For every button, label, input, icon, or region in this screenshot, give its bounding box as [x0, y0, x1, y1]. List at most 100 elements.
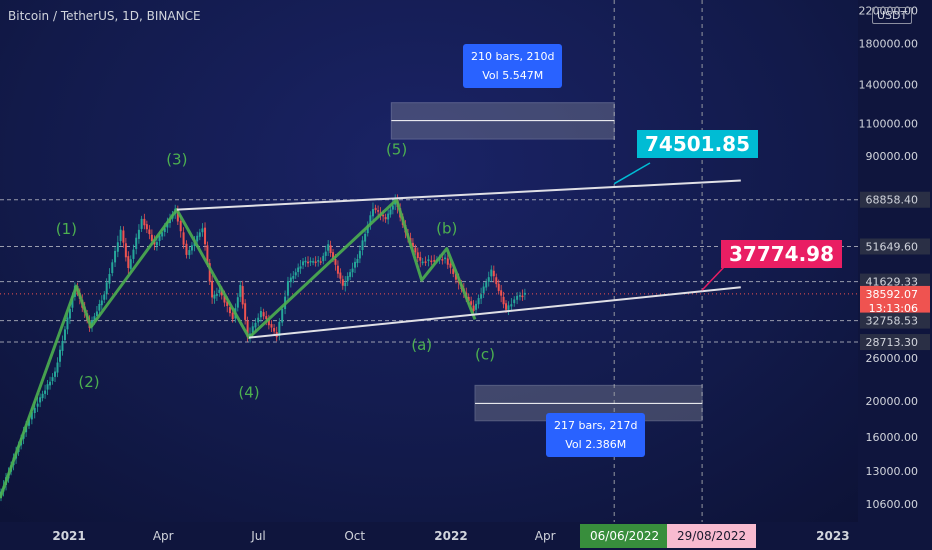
candle-body [492, 270, 495, 277]
candle-body [346, 276, 349, 282]
wave-label-2: (2) [78, 373, 99, 391]
candle-body [259, 311, 262, 318]
candle-body [254, 322, 257, 328]
candle-body [30, 412, 33, 420]
candle-body [163, 228, 166, 232]
currency-tag[interactable]: USDT [872, 7, 913, 24]
candle-body [150, 234, 153, 242]
candle-body [198, 232, 201, 237]
candle-body [329, 245, 332, 254]
candle-body [236, 297, 239, 308]
candle-body [351, 268, 354, 273]
candle-body [39, 397, 42, 403]
candle-body [500, 290, 503, 296]
elliott-wave-line [0, 198, 477, 499]
candle-body [502, 296, 505, 305]
candle-body [122, 230, 125, 243]
candle-body [63, 329, 66, 341]
price-tag-bg-6 [860, 238, 930, 255]
candle-body [487, 277, 490, 282]
candle-body [505, 303, 508, 310]
candle-body [231, 312, 234, 320]
candle-body [314, 261, 317, 263]
candle-body [140, 218, 143, 229]
y-tick-label: 90000.00 [866, 150, 919, 163]
candle-body [213, 294, 216, 299]
candle-body [416, 252, 419, 259]
candle-body [223, 295, 226, 303]
price-layer [0, 194, 526, 502]
candle-body [54, 371, 57, 377]
candle-body [452, 268, 455, 274]
candle-body [105, 282, 108, 295]
candle-body [158, 235, 161, 241]
candle-body [344, 282, 347, 287]
wave-label-5: (5) [386, 141, 407, 159]
x-tick-label: Oct [344, 529, 365, 543]
price-tag-bg-5 [860, 191, 930, 208]
candle-body [332, 252, 335, 260]
symbol-title[interactable]: Bitcoin / TetherUS, 1D, BINANCE [8, 9, 201, 23]
candle-body [371, 209, 374, 217]
candle-body [66, 317, 69, 330]
candle-body [319, 261, 322, 263]
candle-body [103, 294, 106, 300]
candle-body [148, 229, 151, 235]
candle-body [114, 250, 117, 263]
target-low-label[interactable]: 37774.98 [721, 240, 843, 268]
candle-body [341, 279, 344, 286]
candle-body [215, 294, 218, 296]
measure-top-vol: Vol 5.547M [482, 69, 544, 82]
candle-body [49, 381, 52, 386]
candle-body [477, 298, 480, 305]
candle-body [176, 209, 179, 222]
candle-body [267, 320, 270, 326]
y-tick-label: 110000.00 [859, 118, 919, 131]
candle-body [241, 286, 244, 305]
date-badge-end: 29/08/2022 [667, 524, 757, 548]
candle-body [46, 384, 49, 390]
wave-label-a: (a) [411, 336, 432, 354]
candle-body [116, 242, 119, 252]
candle-body [137, 229, 140, 239]
candle-body [218, 289, 221, 293]
y-tick-label: 20000.00 [866, 395, 919, 408]
candle-body [244, 303, 247, 320]
target-high-label[interactable]: 74501.85 [637, 130, 759, 158]
candle-body [188, 250, 191, 256]
candle-body [251, 326, 254, 333]
candle-body [354, 261, 357, 268]
y-tick-label: 68858.40 [866, 194, 919, 207]
price-tag-bg-10 [860, 334, 930, 351]
candle-body [185, 243, 188, 255]
grid-layer [0, 0, 858, 522]
candle-body [179, 220, 182, 232]
candle-body [472, 305, 475, 312]
candle-body [61, 340, 64, 351]
y-tick-label: 38592.07 [866, 288, 919, 301]
measure-top-bars: 210 bars, 210d [471, 50, 555, 63]
candle-body [518, 295, 521, 297]
candle-body [265, 316, 268, 320]
candle-body [208, 263, 211, 282]
candle-body [521, 295, 524, 298]
y-tick-label: 32758.53 [866, 315, 919, 328]
y-tick-label: 140000.00 [859, 78, 919, 91]
candle-body [206, 245, 209, 264]
candle-body [278, 321, 281, 336]
candle-body [449, 263, 452, 268]
candle-body [182, 232, 185, 245]
candle-body [220, 290, 223, 296]
candle-body [513, 299, 516, 304]
candle-body [201, 228, 204, 233]
candle-body [497, 283, 500, 291]
x-tick-label: 2021 [52, 529, 85, 543]
y-tick-label: 41629.33 [866, 276, 919, 289]
candle-body [336, 265, 339, 274]
candle-body [377, 210, 380, 212]
candle-body [495, 277, 498, 285]
price-tag-bg-9 [860, 312, 930, 329]
candle-body [324, 251, 327, 256]
candle-body [204, 227, 207, 245]
